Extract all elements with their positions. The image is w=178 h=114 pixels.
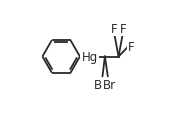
Text: Hg: Hg xyxy=(82,51,98,63)
Text: Br: Br xyxy=(103,78,116,91)
Text: F: F xyxy=(120,23,126,36)
Text: Br: Br xyxy=(94,78,108,91)
Text: F: F xyxy=(111,23,117,36)
Text: F: F xyxy=(128,41,134,54)
